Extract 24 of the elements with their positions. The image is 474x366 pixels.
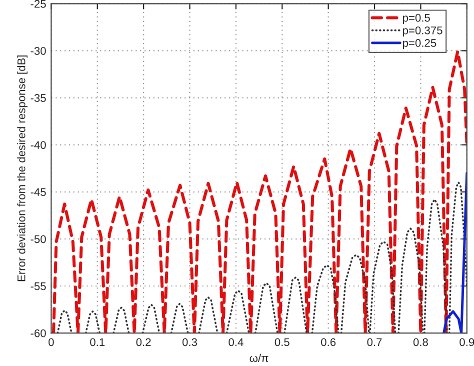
- legend-label: p=0.375: [403, 26, 442, 37]
- x-tick-label: 0.1: [90, 338, 105, 346]
- y-tick-label: -50: [30, 235, 46, 244]
- y-axis-title: Error deviation from the desired response [dB]: [17, 56, 28, 282]
- x-tick-label: 0.5: [274, 338, 290, 346]
- x-tick-label: 0.7: [367, 338, 382, 346]
- y-tick-label: -45: [30, 188, 46, 196]
- y-tick-label: -40: [30, 141, 46, 149]
- x-tick-label: 0.4: [228, 338, 244, 346]
- y-tick-label: -25: [30, 0, 46, 8]
- x-tick-label: 0.8: [413, 338, 428, 346]
- y-tick-label: -35: [30, 94, 46, 102]
- x-tick-label: 0.3: [182, 338, 197, 346]
- line-series: [442, 172, 467, 334]
- legend-label: p=0.5: [403, 14, 430, 24]
- y-tick-label: -55: [30, 282, 46, 290]
- x-tick-label: 0.6: [321, 338, 336, 346]
- x-tick-label: 0: [48, 338, 54, 346]
- y-tick-label: -30: [30, 46, 46, 55]
- x-tick-label: 0.2: [136, 338, 151, 346]
- y-tick-label: -60: [30, 329, 46, 338]
- x-axis-title: ω/π: [250, 354, 268, 362]
- x-tick-label: 0.9: [460, 338, 474, 346]
- legend-label: p=0.25: [403, 39, 436, 50]
